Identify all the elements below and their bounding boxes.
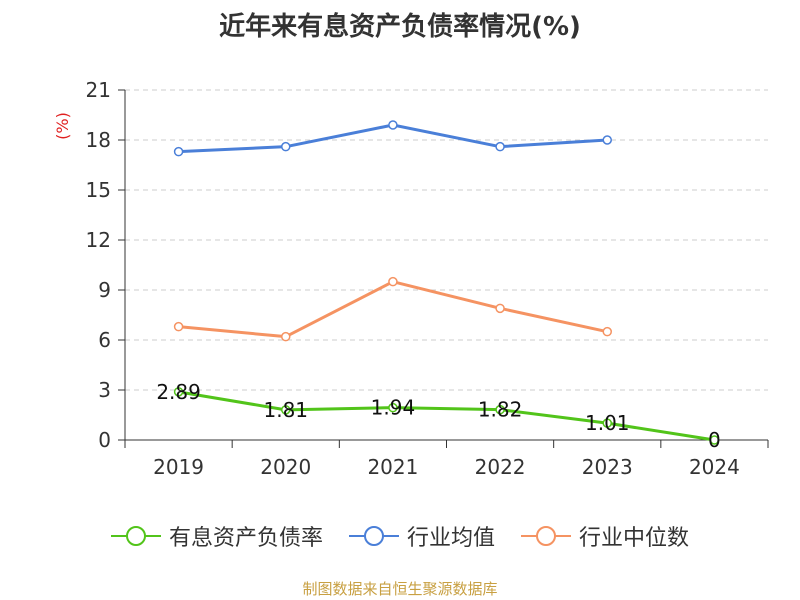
data-label: 2.89 [156,380,201,404]
data-point [281,141,291,152]
y-tick-label: 9 [98,278,111,302]
legend-marker-icon [110,526,161,546]
data-source-note: 制图数据来自恒生聚源数据库 [302,580,498,598]
data-point [281,331,291,342]
data-label: 1.94 [371,396,416,420]
legend-marker-icon [348,526,399,546]
series-line-1 [178,390,715,442]
data-point [495,141,505,152]
legend-item-1[interactable]: 有息资产负债率 [110,520,323,552]
y-axis-label: (%) [53,112,72,140]
legend-label: 行业均值 [406,526,495,551]
legend-item-3[interactable]: 行业中位数 [521,520,689,552]
y-tick-label: 3 [98,378,111,402]
data-point [495,404,505,415]
y-tick-label: 18 [86,128,111,152]
chart-legend: 有息资产负债率 行业均值 行业中位数 [0,520,800,552]
chart-title: 近年来有息资产负债率情况(%) [219,12,581,42]
y-tick-label: 12 [86,228,111,252]
data-point [602,135,612,145]
data-point [602,418,612,428]
y-tick-label: 15 [86,178,111,202]
y-tick-label: 6 [98,328,111,352]
y-tick-label: 0 [98,428,111,452]
data-point [388,402,398,413]
data-label: 1.82 [478,398,523,422]
x-tick-label: 2023 [582,455,633,479]
x-tick-label: 2021 [367,455,418,479]
data-point [388,120,398,130]
data-label: 0 [708,428,721,452]
legend-label: 有息资产负债率 [168,526,323,551]
data-point [173,146,184,157]
data-point [602,326,612,337]
data-point [173,321,184,332]
data-label: 1.81 [263,398,308,422]
data-point [709,435,720,445]
data-label: 1.01 [585,411,630,435]
data-point [173,387,184,397]
data-point [388,276,398,287]
y-tick-label: 21 [86,78,111,102]
legend-label: 行业中位数 [579,526,690,551]
x-tick-label: 2019 [153,455,204,479]
x-tick-label: 2020 [260,455,311,479]
x-tick-label: 2024 [689,455,740,479]
data-point [495,303,505,314]
legend-item-2[interactable]: 行业均值 [348,520,495,552]
legend-marker-icon [521,526,571,546]
x-tick-label: 2022 [475,455,526,479]
data-point [281,405,291,415]
